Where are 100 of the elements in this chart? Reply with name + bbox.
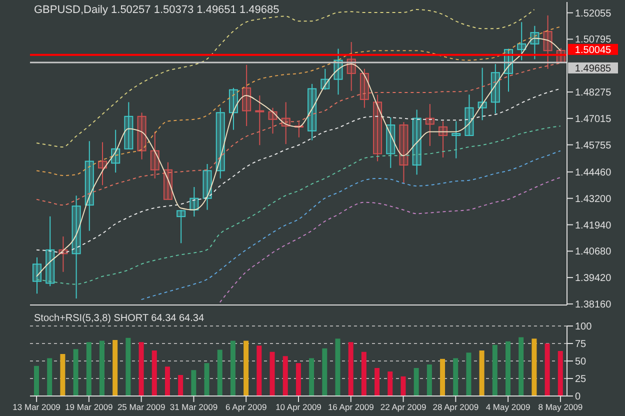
bar (506, 341, 511, 396)
candlestick (202, 163, 212, 210)
bar (178, 375, 184, 396)
bar (388, 372, 393, 396)
candlestick (176, 209, 186, 244)
candlestick (490, 64, 500, 114)
x-tick-label: 13 Mar 2009 (12, 402, 61, 412)
x-tick-label: 16 Apr 2009 (328, 402, 374, 412)
bar (492, 344, 498, 396)
candlestick (242, 64, 252, 127)
y-tick-label: 25 (575, 374, 587, 386)
bar (99, 340, 104, 396)
x-tick-label: 8 May 2009 (538, 402, 583, 412)
candlestick (360, 68, 369, 108)
bar (453, 358, 458, 396)
x-tick-label: 19 Mar 2009 (65, 402, 114, 412)
candlestick (72, 195, 81, 300)
line-series (140, 150, 561, 300)
candlestick (84, 140, 94, 232)
bar (126, 338, 131, 396)
candlestick (228, 87, 238, 130)
candlestick (150, 131, 160, 179)
bar (60, 354, 66, 396)
bar (414, 368, 419, 396)
bar (309, 358, 314, 396)
bar (34, 366, 39, 396)
y-tick-label: 100 (575, 322, 592, 333)
candlestick (163, 162, 172, 200)
y-tick-label: 1.40680 (575, 246, 612, 258)
bar (164, 366, 170, 396)
candlestick (478, 67, 487, 121)
bar (400, 376, 406, 396)
y-tick-label: 1.41940 (575, 220, 612, 232)
bar (152, 350, 157, 396)
y-tick-label: 75 (575, 339, 587, 350)
bar (256, 346, 262, 396)
line-series (36, 62, 561, 206)
candlestick (412, 109, 422, 176)
bar (270, 352, 275, 396)
bar (86, 342, 92, 396)
candlestick (255, 94, 264, 146)
y-tick-label: 50 (575, 356, 587, 368)
candlestick (425, 104, 434, 146)
bar (532, 338, 537, 396)
y-tick-label: 1.50795 (575, 34, 612, 46)
y-tick-label: 1.47015 (575, 114, 612, 125)
bar (112, 340, 118, 396)
ref-line-label: 1.50045 (574, 44, 612, 56)
y-tick-label: 0 (575, 392, 581, 403)
bar (191, 370, 196, 396)
candlestick (399, 122, 408, 184)
chart-title: GBPUSD,Daily 1.50257 1.50373 1.49651 1.49685 (34, 4, 280, 16)
y-tick-label: 1.39420 (575, 273, 612, 284)
y-tick-label: 1.45755 (575, 140, 612, 152)
candlestick (137, 112, 146, 160)
line-series (36, 26, 561, 176)
candlestick (530, 25, 540, 60)
y-tick-label: 1.44460 (575, 167, 612, 178)
y-tick-label: 1.52055 (575, 8, 612, 20)
candlestick (308, 83, 317, 141)
line-series (219, 176, 561, 303)
bar (426, 364, 432, 396)
line-series (36, 88, 561, 254)
bar (282, 356, 288, 396)
x-tick-label: 6 Apr 2009 (226, 402, 267, 412)
bar (374, 368, 380, 396)
candlestick (373, 94, 382, 162)
bar (73, 349, 78, 396)
bar (217, 350, 222, 396)
candlestick (268, 107, 278, 134)
bar (558, 350, 563, 396)
y-tick-label: 1.48275 (575, 88, 612, 99)
bar (138, 342, 144, 396)
x-tick-label: 28 Apr 2009 (432, 402, 479, 412)
bar (440, 358, 446, 396)
x-tick-label: 10 Apr 2009 (276, 402, 322, 412)
x-tick-label: 4 May 2009 (486, 402, 531, 412)
candlestick (464, 94, 474, 136)
candlestick (438, 120, 448, 158)
candlestick (124, 102, 134, 150)
bar (296, 363, 301, 396)
bar (230, 340, 236, 396)
x-tick-label: 25 Mar 2009 (117, 402, 166, 412)
candlestick (543, 14, 552, 70)
bar (518, 337, 524, 396)
bar (466, 352, 472, 396)
bar (47, 358, 52, 396)
bar (244, 340, 249, 396)
candlestick (46, 216, 55, 287)
x-tick-label: 31 Mar 2009 (170, 402, 218, 412)
bar (361, 352, 366, 396)
ref-line-label: 1.49685 (574, 63, 612, 74)
y-tick-label: 1.43200 (575, 194, 612, 205)
candlestick (216, 107, 225, 179)
bar (479, 350, 484, 396)
chart-title: Stoch+RSI(5,3,8) SHORT 64.34 64.34 (34, 313, 204, 324)
candlestick (452, 120, 461, 159)
bar (204, 363, 210, 396)
bar (335, 338, 340, 396)
candlestick (517, 22, 526, 61)
